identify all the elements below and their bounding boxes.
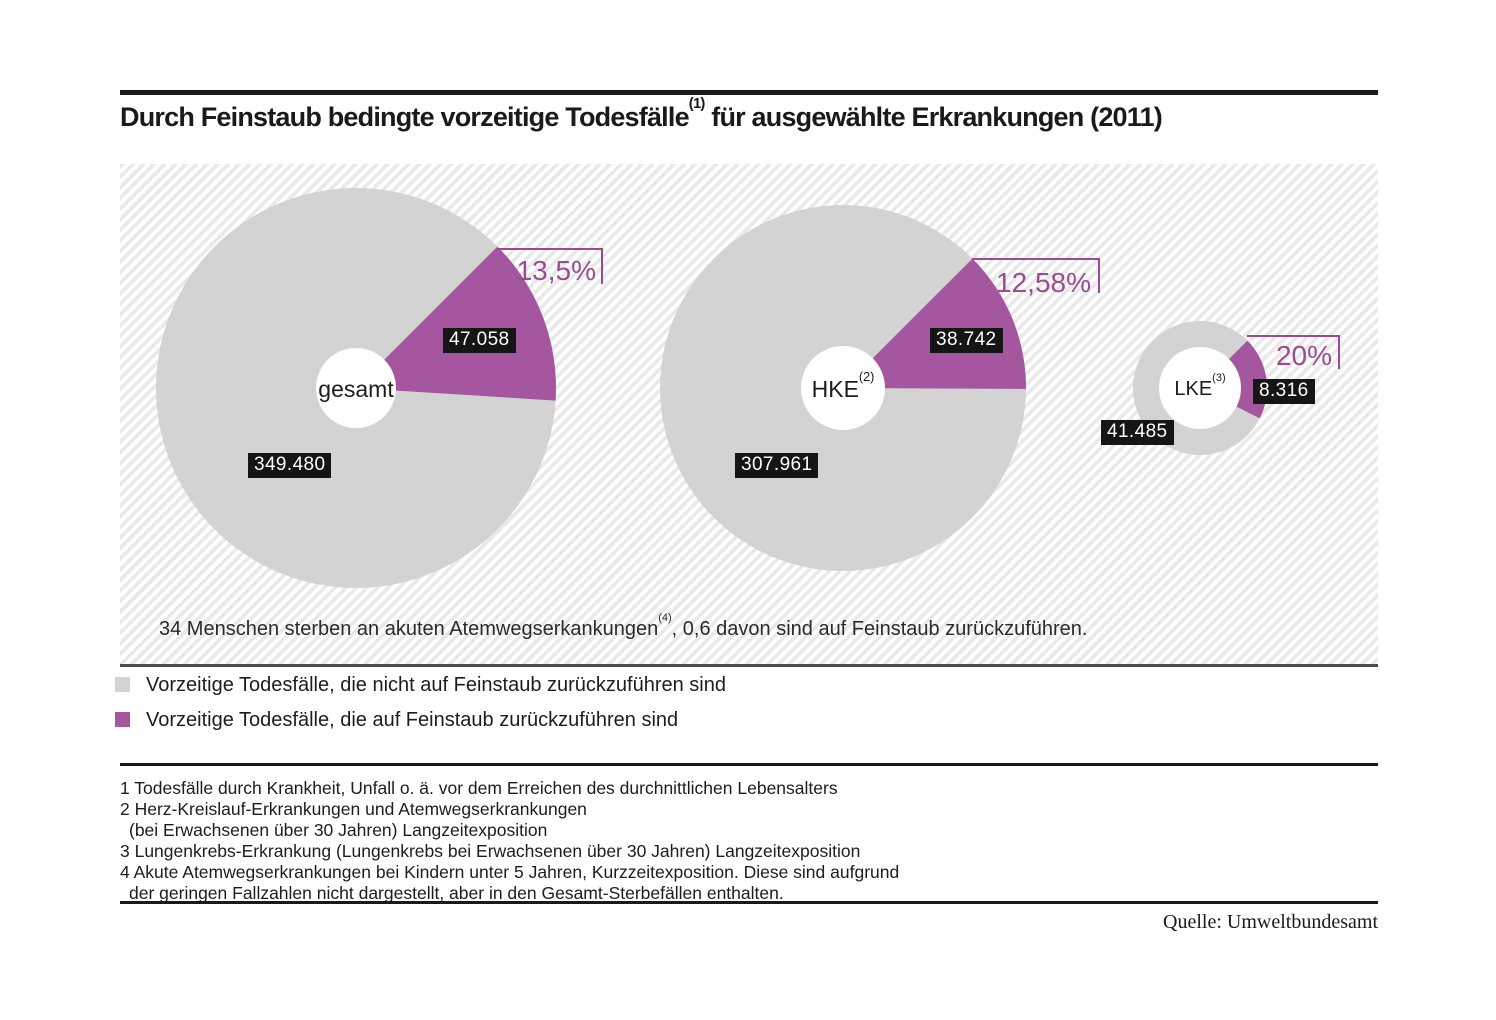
legend-swatch-gray — [115, 677, 130, 692]
donut-charts-svg — [156, 188, 1268, 588]
donut-lke-center-label: LKE(3) — [1120, 373, 1280, 401]
legend-item-not-feinstaub: Vorzeitige Todesfälle, die nicht auf Fei… — [115, 674, 726, 696]
donut-hke-center-label: HKE(2) — [763, 371, 923, 403]
legend-label-not-feinstaub: Vorzeitige Todesfälle, die nicht auf Fei… — [146, 674, 726, 696]
annotation-text: 34 Menschen sterben an akuten Atemwegser… — [159, 618, 659, 640]
gesamt-other-value-label: 349.480 — [248, 453, 332, 478]
donut-gesamt-center-label: gesamt — [276, 376, 436, 403]
legend-item-feinstaub: Vorzeitige Todesfälle, die auf Feinstaub… — [115, 709, 678, 731]
footnote-2: 2 Herz-Kreislauf-Erkrankungen und Atemwe… — [120, 799, 587, 819]
footnote-3: 3 Lungenkrebs-Erkrankung (Lungenkrebs be… — [120, 841, 861, 861]
hke-percent-bracket — [972, 258, 1100, 293]
legend-label-feinstaub: Vorzeitige Todesfälle, die auf Feinstaub… — [146, 709, 679, 731]
footnote-4-continued: der geringen Fallzahlen nicht dargestell… — [129, 883, 784, 903]
source-credit: Quelle: Umweltbundesamt — [1163, 911, 1378, 933]
donut-hke-sup: (2) — [858, 370, 875, 385]
hke-percent-label: 12,58% — [996, 267, 1091, 298]
hke-other-value-label: 307.961 — [735, 453, 819, 478]
source-top-rule — [120, 901, 1378, 904]
annotation-suffix: , 0,6 davon sind auf Feinstaub zurückzuf… — [671, 618, 1088, 640]
annotation-footnote-marker: (4) — [658, 612, 672, 625]
legend-swatch-purple — [115, 712, 130, 727]
page-title-text: Durch Feinstaub bedingte vorzeitige Tode… — [120, 102, 690, 132]
lke-other-value-label: 41.485 — [1101, 420, 1174, 445]
title-footnote-marker: (1) — [688, 95, 706, 112]
chart-panel: gesamt 349.480 47.058 13,5% HKE(2) 307.9… — [120, 164, 1378, 667]
lke-percent-bracket — [1247, 335, 1340, 369]
lke-percent-label: 20% — [1275, 340, 1332, 371]
donut-lke-sup: (3) — [1212, 372, 1226, 385]
footnote-2-continued: (bei Erwachsenen über 30 Jahren) Langzei… — [129, 820, 548, 840]
page-title-suffix: für ausgewählte Erkrankungen (2011) — [704, 102, 1162, 132]
gesamt-feinstaub-value-label: 47.058 — [443, 328, 516, 353]
donut-hke-name: HKE — [811, 376, 859, 402]
gesamt-percent-bracket — [497, 248, 603, 284]
footnote-4: 4 Akute Atemwegserkrankungen bei Kindern… — [120, 862, 900, 882]
lke-feinstaub-value-label: 8.316 — [1253, 379, 1315, 404]
page-title: Durch Feinstaub bedingte vorzeitige Tode… — [120, 96, 1163, 133]
footnotes: 1 Todesfälle durch Krankheit, Unfall o. … — [120, 778, 899, 904]
donut-gesamt-name: gesamt — [318, 376, 394, 402]
gesamt-percent-label: 13,5% — [516, 255, 596, 286]
footnotes-top-rule — [120, 763, 1378, 766]
panel-annotation: 34 Menschen sterben an akuten Atemwegser… — [159, 613, 1088, 641]
hke-feinstaub-value-label: 38.742 — [930, 328, 1003, 353]
title-top-rule — [120, 90, 1378, 95]
donut-lke-name: LKE — [1174, 378, 1213, 400]
footnote-1: 1 Todesfälle durch Krankheit, Unfall o. … — [120, 778, 838, 798]
